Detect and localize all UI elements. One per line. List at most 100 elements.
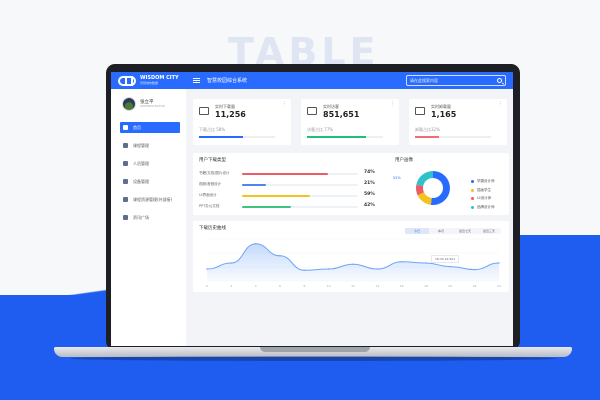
download-type-row: UI界面设计 59%: [199, 192, 379, 199]
more-icon[interactable]: ⋮: [282, 101, 287, 107]
download-type-row: 书籍/文档/图片设计 74%: [199, 170, 379, 177]
legend-item[interactable]: 学霸设计师: [471, 179, 495, 184]
download-type-fill: [242, 173, 328, 175]
system-name: 智慧校园综合系统: [207, 78, 248, 84]
stat-subtext: 下载占比 58%: [199, 127, 226, 132]
sidebar-item-1[interactable]: 课程管理: [120, 140, 180, 151]
download-trend-title: 下载历史曲线: [199, 226, 226, 231]
trend-point[interactable]: [498, 262, 500, 264]
trend-point[interactable]: [303, 269, 306, 271]
sidebar-item-4[interactable]: 课程资源管理(外部接): [120, 194, 180, 205]
download-type-bar: [242, 173, 358, 175]
more-icon[interactable]: ⋮: [498, 101, 503, 107]
user-profile-legend: 学霸设计师插画学生 UI设计师品牌设计师: [471, 179, 495, 213]
download-trend-card: 下载历史曲线 今日 本月 最近七天 最近三天 0 2 4 6 8 10 12 14 16 18 20 22 2…: [193, 221, 509, 292]
tab-range-1[interactable]: 本月: [437, 229, 444, 233]
dashboard-screen: WISDOM CITY 智慧城市数据 智慧校园综合系统 请在此搜索内容 张立平 …: [111, 72, 513, 346]
sidebar-item-label: 设备管理: [133, 178, 149, 184]
download-type-label: UI界面设计: [199, 193, 217, 197]
legend-item[interactable]: UI设计师: [471, 196, 495, 201]
trend-point[interactable]: [473, 268, 476, 271]
x-tick-label: 22: [473, 284, 477, 288]
download-type-bar: [242, 195, 358, 197]
stat-progress-fill: [199, 136, 244, 138]
stat-progress: [415, 136, 491, 138]
legend-swatch: [471, 197, 474, 200]
x-tick-label: 6: [279, 284, 281, 288]
download-types-title: 用户下载类型: [199, 158, 226, 163]
logo[interactable]: WISDOM CITY 智慧城市数据: [111, 75, 191, 86]
sidebar-item-3[interactable]: 设备管理: [120, 176, 180, 187]
sidebar-item-5[interactable]: 资讯广场: [120, 212, 180, 223]
news-icon: [123, 215, 128, 220]
trash-icon: [415, 107, 425, 115]
download-type-row: PPT办公文档 42%: [199, 203, 379, 210]
legend-swatch: [471, 205, 474, 209]
monitor-icon: [307, 107, 317, 115]
home-icon: [123, 125, 128, 130]
download-type-percent: 42%: [364, 203, 375, 208]
download-type-fill: [242, 195, 311, 197]
sidebar-item-label: 人员管理: [133, 160, 149, 166]
sidebar-item-0[interactable]: 首页: [120, 122, 180, 133]
stat-value: 851,651: [323, 110, 360, 119]
trend-point[interactable]: [352, 263, 354, 265]
trend-point[interactable]: [279, 255, 281, 257]
donut-percent-label: 52%: [393, 176, 401, 180]
tab-range-0[interactable]: 今日: [405, 228, 429, 234]
tab-range-2[interactable]: 最近七天: [458, 229, 471, 233]
legend-swatch: [471, 188, 474, 192]
x-tick-label: 18: [424, 284, 428, 288]
trend-point[interactable]: [327, 268, 330, 270]
menu-icon[interactable]: [193, 78, 200, 83]
trend-point[interactable]: [425, 262, 427, 264]
stat-label: 实时下载量: [215, 104, 235, 109]
user-name: 张立平: [140, 99, 154, 105]
donut-slice-1[interactable]: [417, 192, 432, 205]
legend-label: UI设计师: [477, 196, 492, 200]
tab-range-3[interactable]: 最近三天: [482, 229, 495, 233]
trend-area: [207, 243, 499, 281]
x-tick-label: 2: [230, 284, 232, 288]
donut-slice-2[interactable]: [416, 184, 424, 196]
book-icon: [123, 143, 128, 148]
stat-progress-fill: [307, 136, 366, 138]
more-icon[interactable]: ⋮: [390, 101, 395, 107]
download-type-percent: 74%: [364, 170, 375, 175]
stat-value: 1,165: [431, 110, 457, 119]
stat-subtext: 卸载占比32%: [415, 127, 440, 132]
sidebar-item-label: 首页: [133, 124, 141, 130]
laptop-notch: [260, 347, 370, 352]
stat-subtext: 访客占比 77%: [307, 127, 334, 132]
stat-progress-fill: [415, 136, 440, 138]
legend-swatch: [471, 180, 474, 183]
search-icon[interactable]: [497, 78, 502, 83]
legend-item[interactable]: 插画学生: [471, 188, 495, 193]
stat-card-2: ⋮ 实时卸载量 1,165 卸载占比32%: [409, 99, 507, 145]
trend-point[interactable]: [254, 243, 257, 245]
user-profile-title: 用户画像: [395, 158, 413, 163]
stat-card-1: ⋮ 实时访客 851,651 访客占比 77%: [301, 99, 399, 145]
download-trend-chart: 0 2 4 6 8 10 12 14 16 18 20 22 24: [206, 238, 501, 288]
user-profile[interactable]: 张立平 ADMINISTRATOR: [111, 89, 186, 111]
legend-item[interactable]: 品牌设计师: [471, 205, 495, 210]
sidebar-nav: 首页课程管理人员管理设备管理课程资源管理(外部接) 资讯广场: [111, 122, 186, 223]
trend-point[interactable]: [376, 268, 379, 270]
stat-label: 实时访客: [323, 104, 339, 109]
avatar[interactable]: [122, 97, 136, 111]
donut-slice-0[interactable]: [430, 171, 450, 205]
trend-point[interactable]: [206, 268, 208, 270]
sidebar-item-2[interactable]: 人员管理: [120, 158, 180, 169]
x-tick-label: 16: [400, 284, 404, 288]
sidebar-item-label: 资讯广场: [133, 214, 149, 220]
trend-point[interactable]: [400, 261, 403, 263]
trend-point[interactable]: [449, 265, 452, 268]
download-type-row: 视频/音频设计 21%: [199, 181, 379, 188]
donut-slice-3[interactable]: [416, 171, 433, 187]
legend-label: 插画学生: [477, 187, 491, 192]
legend-label: 学霸设计师: [477, 179, 495, 183]
chart-tooltip: 18:30 22,501: [431, 255, 460, 263]
x-tick-label: 24: [497, 284, 501, 288]
search-input[interactable]: 请在此搜索内容: [406, 75, 506, 86]
trend-point[interactable]: [230, 262, 233, 264]
